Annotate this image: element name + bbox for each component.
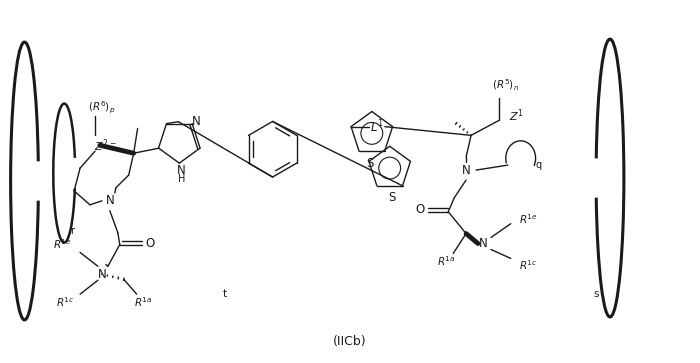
Text: $(R^5)_n$: $(R^5)_n$ [492, 78, 519, 93]
Text: $R^{1a}$: $R^{1a}$ [134, 295, 153, 309]
Text: s: s [593, 289, 598, 299]
Text: N: N [462, 164, 470, 176]
Text: N: N [97, 268, 106, 281]
Text: r: r [70, 226, 74, 236]
Text: $R^{1e}$: $R^{1e}$ [53, 238, 72, 252]
Text: $R^{1c}$: $R^{1c}$ [519, 258, 537, 272]
Text: t: t [223, 289, 227, 299]
Text: H: H [178, 174, 185, 184]
Text: S: S [366, 157, 374, 170]
Text: $Z^{2-}$: $Z^{2-}$ [94, 137, 117, 154]
Text: N: N [479, 237, 487, 250]
Text: q: q [536, 160, 542, 170]
Text: $L^1$: $L^1$ [370, 118, 384, 135]
Text: $R^{1a}$: $R^{1a}$ [437, 254, 456, 268]
Text: O: O [416, 203, 425, 216]
Text: $Z^1$: $Z^1$ [509, 107, 524, 124]
Text: O: O [145, 237, 154, 250]
Text: N: N [192, 115, 200, 128]
Text: (IICb): (IICb) [333, 335, 367, 348]
Text: S: S [388, 191, 395, 204]
Text: $(R^6)_p$: $(R^6)_p$ [88, 99, 116, 116]
Text: $R^{1e}$: $R^{1e}$ [519, 212, 538, 226]
Text: N: N [177, 164, 186, 176]
Text: N: N [106, 194, 114, 207]
Text: $R^{1c}$: $R^{1c}$ [55, 295, 74, 309]
